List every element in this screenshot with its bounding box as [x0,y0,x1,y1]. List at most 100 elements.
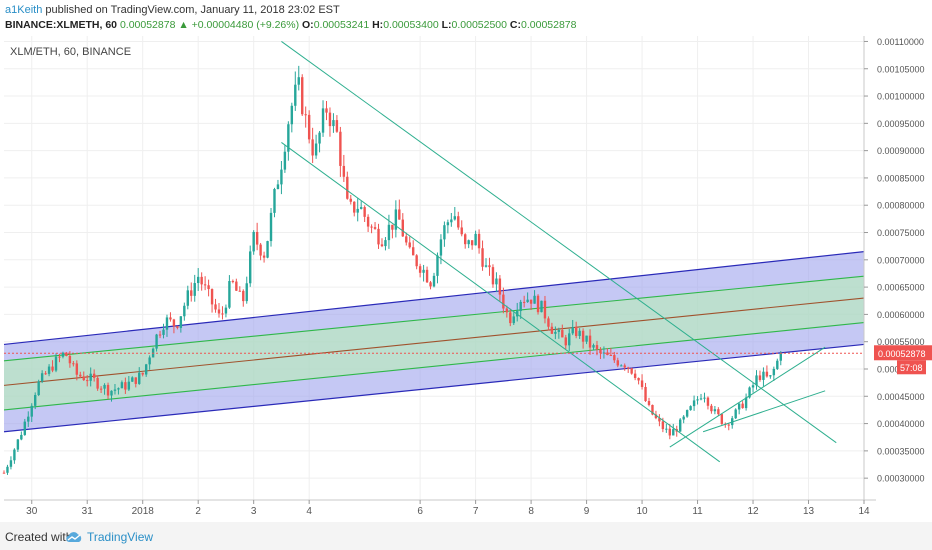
candle-body [13,449,16,461]
candle-body [446,222,450,226]
candle-body [311,139,314,156]
price-change: +0.00004480 (+9.26%) [191,19,300,31]
candle-body [477,233,481,249]
chart-title: XLM/ETH, 60, BINANCE [10,46,131,58]
candle-body [779,353,782,361]
trend-line [281,41,837,444]
candle-body [301,77,304,115]
candle-body [235,281,238,291]
candle-body [741,403,744,409]
candle-body [710,405,713,412]
time-tick-label: 7 [473,506,479,517]
tradingview-link[interactable]: TradingView [87,530,154,544]
candle-body [588,335,592,348]
candle-body [599,349,602,354]
candle-body [356,208,359,213]
price-tick-label: 0.00085000 [877,173,925,183]
candle-body [651,404,654,415]
candle-body [540,300,543,313]
candle-body [727,424,730,426]
candle-body [453,216,457,220]
candle-body [685,410,689,417]
candle-body [269,212,273,242]
candle-body [765,371,769,377]
candle-body [699,398,703,400]
price-tick-label: 0.00065000 [877,283,925,293]
price-tick-label: 0.00075000 [877,228,925,238]
time-tick-label: 6 [417,506,423,517]
candle-body [474,233,477,246]
price-tick-label: 0.00080000 [877,201,925,211]
price-chart[interactable]: 0.00030000 0.00035000 0.00040000 0.00045000… [0,0,932,520]
candle-body [408,242,411,248]
candle-body [238,290,242,292]
candle-body [526,299,529,303]
candle-body [758,375,762,380]
candle-body [668,428,672,436]
candle-body [564,337,567,346]
candle-body [415,255,418,267]
candle-body [307,114,311,140]
candle-body [304,114,307,116]
candle-body [103,384,106,389]
candle-body [335,120,339,132]
candle-body [47,366,51,374]
candle-body [79,374,82,377]
price-tick-label: 0.00055000 [877,337,925,347]
candle-body [595,345,599,350]
candle-body [325,108,328,113]
candle-body [297,77,300,85]
candle-body [394,209,398,230]
candle-body [255,231,259,245]
candle-body [561,330,564,338]
candle-body [249,251,252,284]
open-value: 0.00053241 [313,19,370,31]
author-link[interactable]: a1Keith [5,4,43,16]
candle-body [217,309,221,314]
candle-body [280,169,283,185]
candle-body [488,265,491,268]
symbol-label: BINANCE:XLMETH, 60 [5,19,118,31]
candle-body [422,269,425,273]
trend-line [702,390,826,433]
candle-body [696,399,699,401]
candle-body [214,304,217,310]
candle-body [228,281,231,308]
candle-body [620,365,623,367]
countdown-box [897,360,926,375]
created-with-text: Created with [5,530,73,544]
candle-body [692,400,696,407]
candle-body [644,386,647,402]
candle-body [609,354,613,356]
candle-body [713,409,717,412]
time-tick-label: 13 [803,506,815,517]
candle-body [550,326,554,334]
inner-channel-lower [3,322,865,411]
price-tick-label: 0.00090000 [877,146,925,156]
time-tick-label: 2018 [132,506,155,517]
candle-body [314,143,318,156]
candle-body [106,384,110,396]
candle-body [720,414,724,424]
candle-body [370,226,373,228]
regression-channel [3,251,865,433]
candle-body [127,381,131,390]
candle-body [27,416,30,422]
candle-body [536,295,540,313]
candle-body [287,124,290,152]
candle-body [436,255,439,276]
candle-body [557,330,561,332]
price-axis[interactable]: 0.00030000 0.00035000 0.00040000 0.00045000… [864,37,925,484]
candle-body [172,319,176,327]
candle-body [755,375,758,386]
time-tick-label: 9 [584,506,590,517]
candle-body [481,248,484,267]
inner-channel-band [4,276,864,410]
time-axis[interactable]: 30 31 2018 2 3 4 6 7 8 9 10 11 12 13 14 [26,500,870,517]
candle-body [439,239,443,256]
time-tick-label: 4 [306,506,312,517]
time-tick-label: 10 [637,506,649,517]
candle-body [658,418,661,422]
candle-body [776,360,779,369]
candle-body [144,364,148,375]
